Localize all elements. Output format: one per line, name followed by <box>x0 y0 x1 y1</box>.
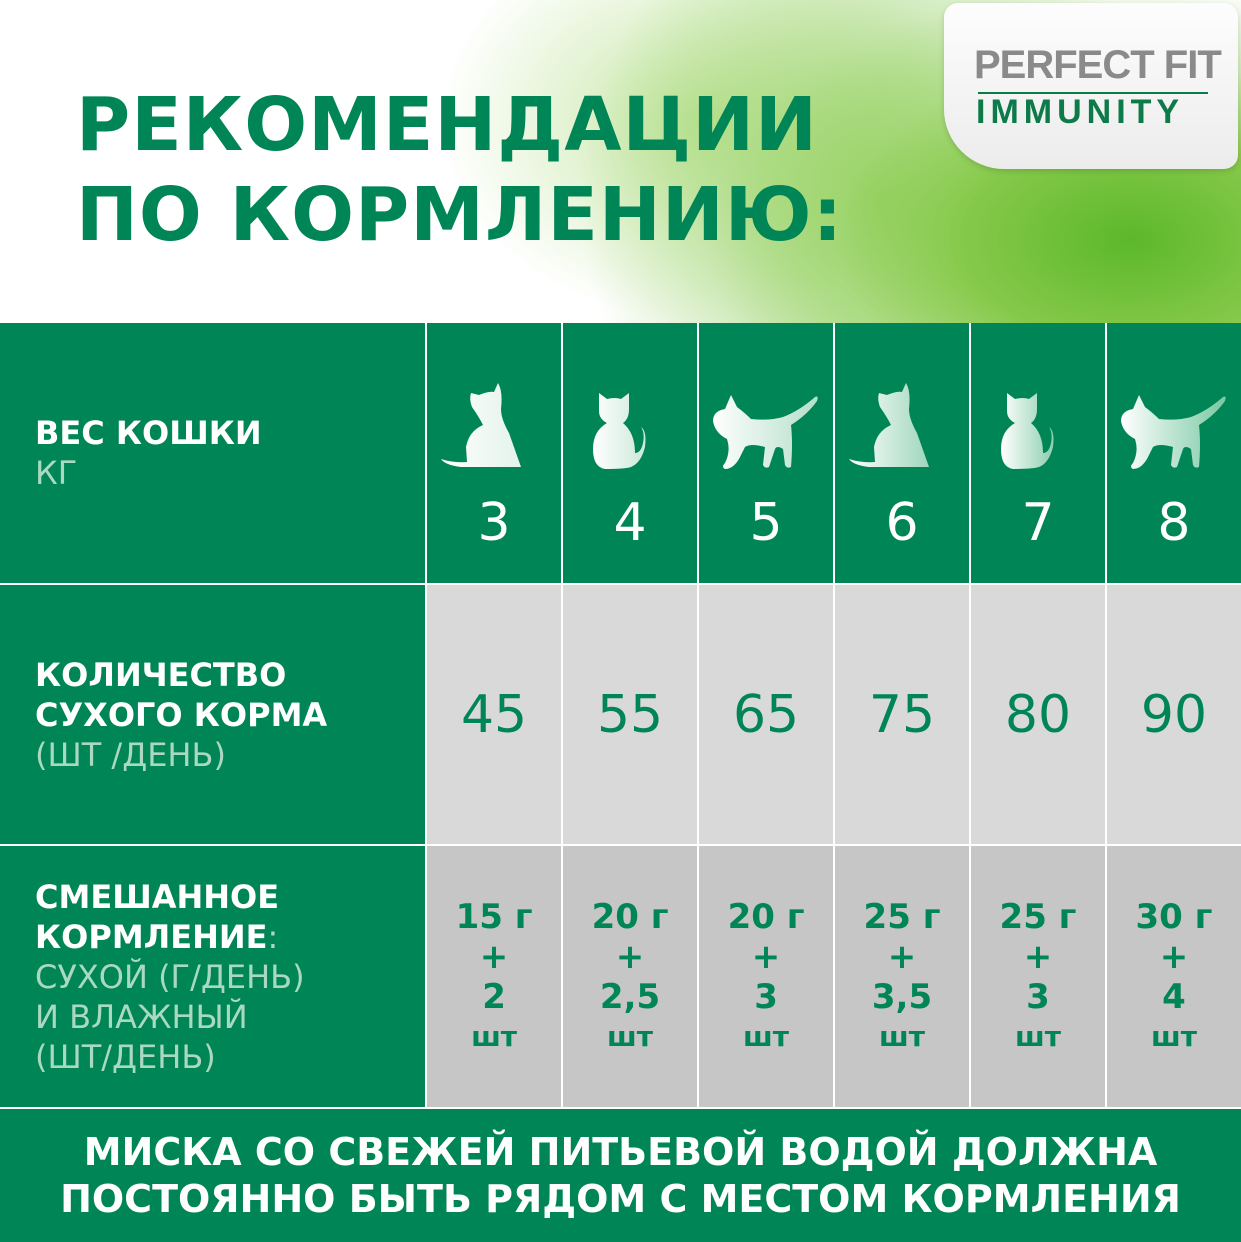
dry-title-1: КОЛИЧЕСТВО <box>35 655 287 694</box>
mixed-wet-value: 2,5 <box>599 976 661 1017</box>
mixed-wet-value: 3 <box>1026 976 1050 1017</box>
dry-amount-cell: 55 <box>563 585 698 844</box>
plus-sign: + <box>479 936 509 977</box>
dry-label: КОЛИЧЕСТВО СУХОГО КОРМА (ШТ /ДЕНЬ) <box>0 585 426 844</box>
weight-value: 6 <box>885 493 919 553</box>
mixed-title-1: СМЕШАННОЕ <box>35 877 280 916</box>
mixed-dry-value: 25 г <box>999 896 1077 937</box>
mixed-amount-cell: 20 г +3 шт <box>699 846 834 1107</box>
page-title: РЕКОМЕНДАЦИИ ПО КОРМЛЕНИЮ: <box>76 80 843 260</box>
weight-value: 8 <box>1157 493 1191 553</box>
cat-walking-icon <box>713 395 818 469</box>
mixed-amount-cell: 25 г +3 шт <box>971 846 1105 1107</box>
wet-unit: шт <box>607 1019 654 1053</box>
mixed-dry-value: 25 г <box>863 896 941 937</box>
plus-sign: + <box>887 936 917 977</box>
cat-sitting-back-icon <box>849 383 929 467</box>
cat-sitting-front-icon <box>1000 393 1054 469</box>
mixed-label: СМЕШАННОЕ КОРМЛЕНИЕ: СУХОЙ (Г/ДЕНЬ) И ВЛ… <box>0 846 426 1107</box>
wet-unit: шт <box>1015 1019 1061 1053</box>
weight-row: ВЕС КОШКИ КГ 3 4 5 6 7 8 <box>0 323 1241 583</box>
dry-title-2: СУХОГО КОРМА <box>35 695 328 734</box>
footer-line-1: МИСКА СО СВЕЖЕЙ ПИТЬЕВОЙ ВОДОЙ ДОЛЖНА <box>83 1130 1158 1174</box>
mixed-dry-value: 20 г <box>591 896 669 937</box>
wet-unit: шт <box>1150 1019 1197 1053</box>
title-line-2: ПО КОРМЛЕНИЮ: <box>76 172 844 258</box>
mixed-dry-value: 15 г <box>455 896 533 937</box>
mixed-wet-value: 4 <box>1162 976 1186 1017</box>
weight-cell: 7 <box>971 323 1105 583</box>
weight-cell: 5 <box>699 323 834 583</box>
cat-sitting-back-icon <box>441 383 522 467</box>
cat-walking-icon <box>1120 395 1226 469</box>
logo-divider <box>978 92 1208 94</box>
mixed-title-2: КОРМЛЕНИЕ <box>35 917 268 956</box>
logo-line-1: PERFECT FIT <box>974 43 1222 87</box>
footer-note: МИСКА СО СВЕЖЕЙ ПИТЬЕВОЙ ВОДОЙ ДОЛЖНА ПО… <box>0 1109 1241 1242</box>
weight-value: 4 <box>613 493 647 553</box>
wet-unit: шт <box>879 1019 925 1053</box>
mixed-amount-cell: 15 г +2 шт <box>427 846 562 1107</box>
title-line-1: РЕКОМЕНДАЦИИ <box>76 82 818 168</box>
dry-amount-cell: 80 <box>971 585 1105 844</box>
mixed-sub-2: И ВЛАЖНЫЙ <box>35 997 248 1036</box>
mixed-sub-3: (ШТ/ДЕНЬ) <box>35 1037 216 1076</box>
weight-value: 7 <box>1021 493 1055 553</box>
plus-sign: + <box>1159 936 1189 977</box>
brand-logo: PERFECT FIT IMMUNITY <box>944 3 1238 169</box>
weight-cell: 6 <box>835 323 969 583</box>
plus-sign: + <box>751 936 781 977</box>
weight-value: 5 <box>749 493 783 553</box>
weight-value: 3 <box>477 493 511 553</box>
dry-amount-cell: 75 <box>835 585 969 844</box>
weight-cell: 8 <box>1106 323 1241 583</box>
wet-unit: шт <box>471 1019 518 1053</box>
mixed-wet-value: 2 <box>482 976 506 1017</box>
mixed-amount-cell: 25 г +3,5 шт <box>835 846 969 1107</box>
dry-amount-cell: 65 <box>699 585 834 844</box>
dry-unit: (ШТ /ДЕНЬ) <box>35 735 226 774</box>
dry-row: КОЛИЧЕСТВО СУХОГО КОРМА (ШТ /ДЕНЬ) 45 55 6… <box>0 585 1241 844</box>
dry-amount-cell: 45 <box>427 585 562 844</box>
weight-title: ВЕС КОШКИ <box>35 414 262 452</box>
weight-label: ВЕС КОШКИ КГ <box>0 323 426 583</box>
mixed-amount-cell: 20 г +2,5 шт <box>563 846 698 1107</box>
logo-line-2: IMMUNITY <box>976 93 1185 131</box>
plus-sign: + <box>1023 936 1053 977</box>
mixed-colon: : <box>267 917 279 956</box>
plus-sign: + <box>615 936 645 977</box>
wet-unit: шт <box>743 1019 789 1053</box>
mixed-dry-value: 30 г <box>1135 896 1213 937</box>
mixed-wet-value: 3 <box>754 976 778 1017</box>
mixed-amount-cell: 30 г +4 шт <box>1106 846 1241 1107</box>
cat-sitting-front-icon <box>593 393 646 469</box>
weight-unit: КГ <box>35 454 78 492</box>
footer-line-2: ПОСТОЯННО БЫТЬ РЯДОМ С МЕСТОМ КОРМЛЕНИЯ <box>60 1177 1181 1221</box>
mixed-dry-value: 20 г <box>727 896 805 937</box>
mixed-sub-1: СУХОЙ (Г/ДЕНЬ) <box>35 957 305 996</box>
weight-cell: 4 <box>563 323 698 583</box>
dry-amount-cell: 90 <box>1106 585 1241 844</box>
mixed-wet-value: 3,5 <box>871 976 933 1017</box>
mixed-row: СМЕШАННОЕ КОРМЛЕНИЕ: СУХОЙ (Г/ДЕНЬ) И ВЛ… <box>0 846 1241 1107</box>
weight-cell: 3 <box>427 323 562 583</box>
